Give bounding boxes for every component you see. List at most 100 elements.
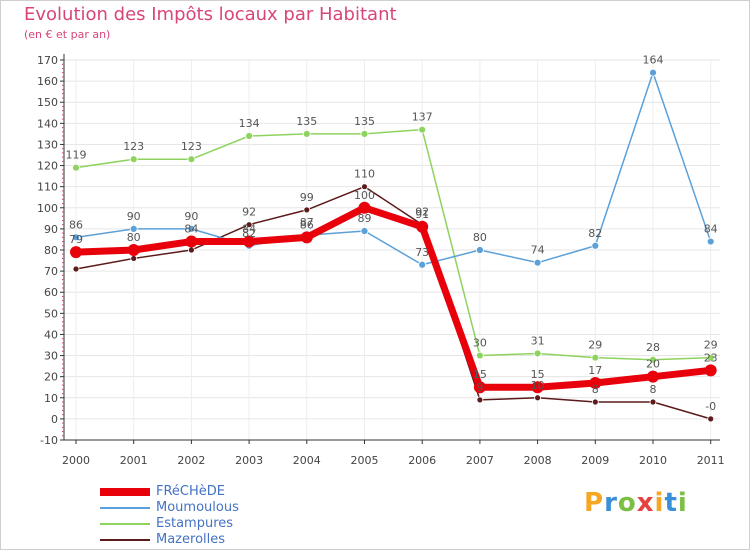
data-point-fr-ch-de — [70, 246, 82, 259]
data-point-mazerolles — [534, 394, 541, 402]
x-tick-label: 2011 — [697, 454, 725, 467]
legend-swatch — [100, 539, 150, 541]
data-point-estampures — [591, 353, 600, 362]
data-point-moumoulous — [591, 241, 600, 250]
data-label-estampures: 123 — [123, 140, 144, 153]
data-label-estampures: 28 — [646, 341, 660, 354]
data-point-fr-ch-de — [127, 244, 140, 256]
data-label-moumoulous: 74 — [531, 244, 545, 257]
data-point-moumoulous — [187, 224, 196, 233]
data-label-fr-ch-de: 20 — [646, 358, 660, 371]
x-tick-label: 2009 — [581, 454, 609, 467]
y-tick-label: 110 — [37, 181, 58, 194]
data-point-fr-ch-de — [185, 235, 198, 248]
data-label-fr-ch-de: 84 — [184, 223, 198, 236]
series-line-estampures — [75, 128, 712, 361]
data-label-estampures: 119 — [66, 149, 87, 162]
y-tick-label: 170 — [37, 54, 58, 67]
data-point-mazerolles — [476, 396, 484, 404]
data-label-estampures: 29 — [704, 339, 718, 352]
data-label-fr-ch-de: 80 — [127, 231, 141, 244]
y-tick-label: 90 — [44, 223, 58, 236]
data-point-moumoulous — [649, 68, 657, 77]
y-tick-label: 70 — [44, 265, 58, 278]
data-point-mazerolles — [361, 183, 368, 191]
logo-letter: i — [654, 488, 665, 518]
logo-letter: P — [584, 488, 605, 518]
data-point-mazerolles — [187, 246, 195, 254]
chart-title: Evolution des Impôts locaux par Habitant — [24, 4, 397, 25]
data-point-fr-ch-de — [531, 381, 544, 394]
data-label-moumoulous: 90 — [184, 210, 198, 223]
legend-label: Moumoulous — [156, 500, 239, 515]
legend-swatch — [100, 507, 150, 509]
legend-label: Estampures — [156, 516, 234, 531]
y-tick-label: 10 — [44, 392, 58, 405]
logo-letter: t — [664, 488, 678, 518]
data-point-fr-ch-de — [473, 381, 486, 394]
data-point-fr-ch-de — [358, 201, 371, 214]
series-line-mazerolles — [75, 185, 712, 420]
data-label-estampures: 135 — [296, 115, 317, 128]
data-label-estampures: 29 — [588, 339, 602, 352]
legend-label: FRéCHèDE — [156, 484, 225, 499]
y-tick-label: 60 — [44, 286, 58, 299]
y-tick-label: 50 — [44, 307, 58, 320]
y-tick-label: -10 — [40, 434, 58, 447]
data-label-moumoulous: 164 — [643, 54, 664, 67]
logo-letter: i — [677, 488, 688, 518]
data-point-mazerolles — [130, 255, 138, 262]
data-label-fr-ch-de: 23 — [704, 351, 718, 364]
data-label-fr-ch-de: 15 — [531, 368, 545, 381]
chart-subtitle: (en € et par an) — [24, 28, 111, 41]
x-tick-label: 2000 — [62, 454, 90, 467]
data-label-moumoulous: 80 — [473, 231, 487, 244]
x-tick-label: 2001 — [120, 454, 148, 467]
data-label-fr-ch-de: 15 — [473, 368, 487, 381]
data-label-moumoulous: 87 — [300, 216, 314, 229]
data-point-fr-ch-de — [300, 231, 313, 244]
data-label-moumoulous: 84 — [704, 223, 718, 236]
x-tick-label: 2002 — [177, 454, 205, 467]
proxiti-logo: Proxiti — [584, 488, 688, 518]
series-line-moumoulous — [75, 71, 712, 266]
x-tick-label: 2003 — [235, 454, 263, 467]
data-label-moumoulous: 89 — [358, 212, 372, 225]
data-point-mazerolles — [649, 398, 657, 406]
series-line-fr-ch-de — [72, 204, 715, 391]
data-label-moumoulous: 86 — [69, 218, 83, 231]
data-point-fr-ch-de — [243, 235, 256, 248]
data-point-estampures — [475, 351, 484, 360]
x-tick-labels: 2000 2001 2002 2003 2004 2005 2006 2007 2008 2009… — [62, 454, 725, 467]
y-tick-label: 20 — [44, 371, 58, 384]
x-tick-label: 2006 — [408, 454, 436, 467]
data-label-fr-ch-de: 84 — [242, 223, 256, 236]
data-label-estampures: 134 — [239, 117, 260, 130]
data-label-estampures: 137 — [412, 111, 433, 124]
data-point-fr-ch-de — [589, 377, 602, 389]
y-tick-label: 40 — [44, 328, 58, 341]
y-tick-label: 80 — [44, 244, 58, 257]
series-group — [70, 68, 717, 423]
data-label-estampures: 30 — [473, 337, 487, 350]
x-tick-label: 2007 — [466, 454, 494, 467]
y-tick-labels: -10 0 10 20 30 40 50 60 70 80 90 100 110 120 130 140 150… — [37, 54, 58, 447]
data-point-mazerolles — [72, 265, 80, 273]
data-label-mazerolles: 8 — [650, 383, 657, 396]
data-label-mazerolles: -0 — [705, 400, 716, 413]
data-label-estampures: 123 — [181, 140, 202, 153]
data-point-estampures — [129, 155, 138, 164]
data-point-fr-ch-de — [416, 220, 429, 233]
data-label-moumoulous: 90 — [127, 210, 141, 223]
data-label-mazerolles: 9 — [476, 381, 483, 394]
y-tick-label: 130 — [37, 138, 58, 151]
data-label-mazerolles: 99 — [300, 191, 314, 204]
grid-lines — [64, 59, 720, 441]
data-point-estampures — [649, 355, 657, 364]
data-point-estampures — [187, 155, 196, 164]
data-label-mazerolles: 92 — [242, 206, 256, 219]
data-label-estampures: 31 — [531, 334, 545, 347]
data-point-mazerolles — [303, 206, 311, 214]
y-tick-label: 150 — [37, 96, 58, 109]
